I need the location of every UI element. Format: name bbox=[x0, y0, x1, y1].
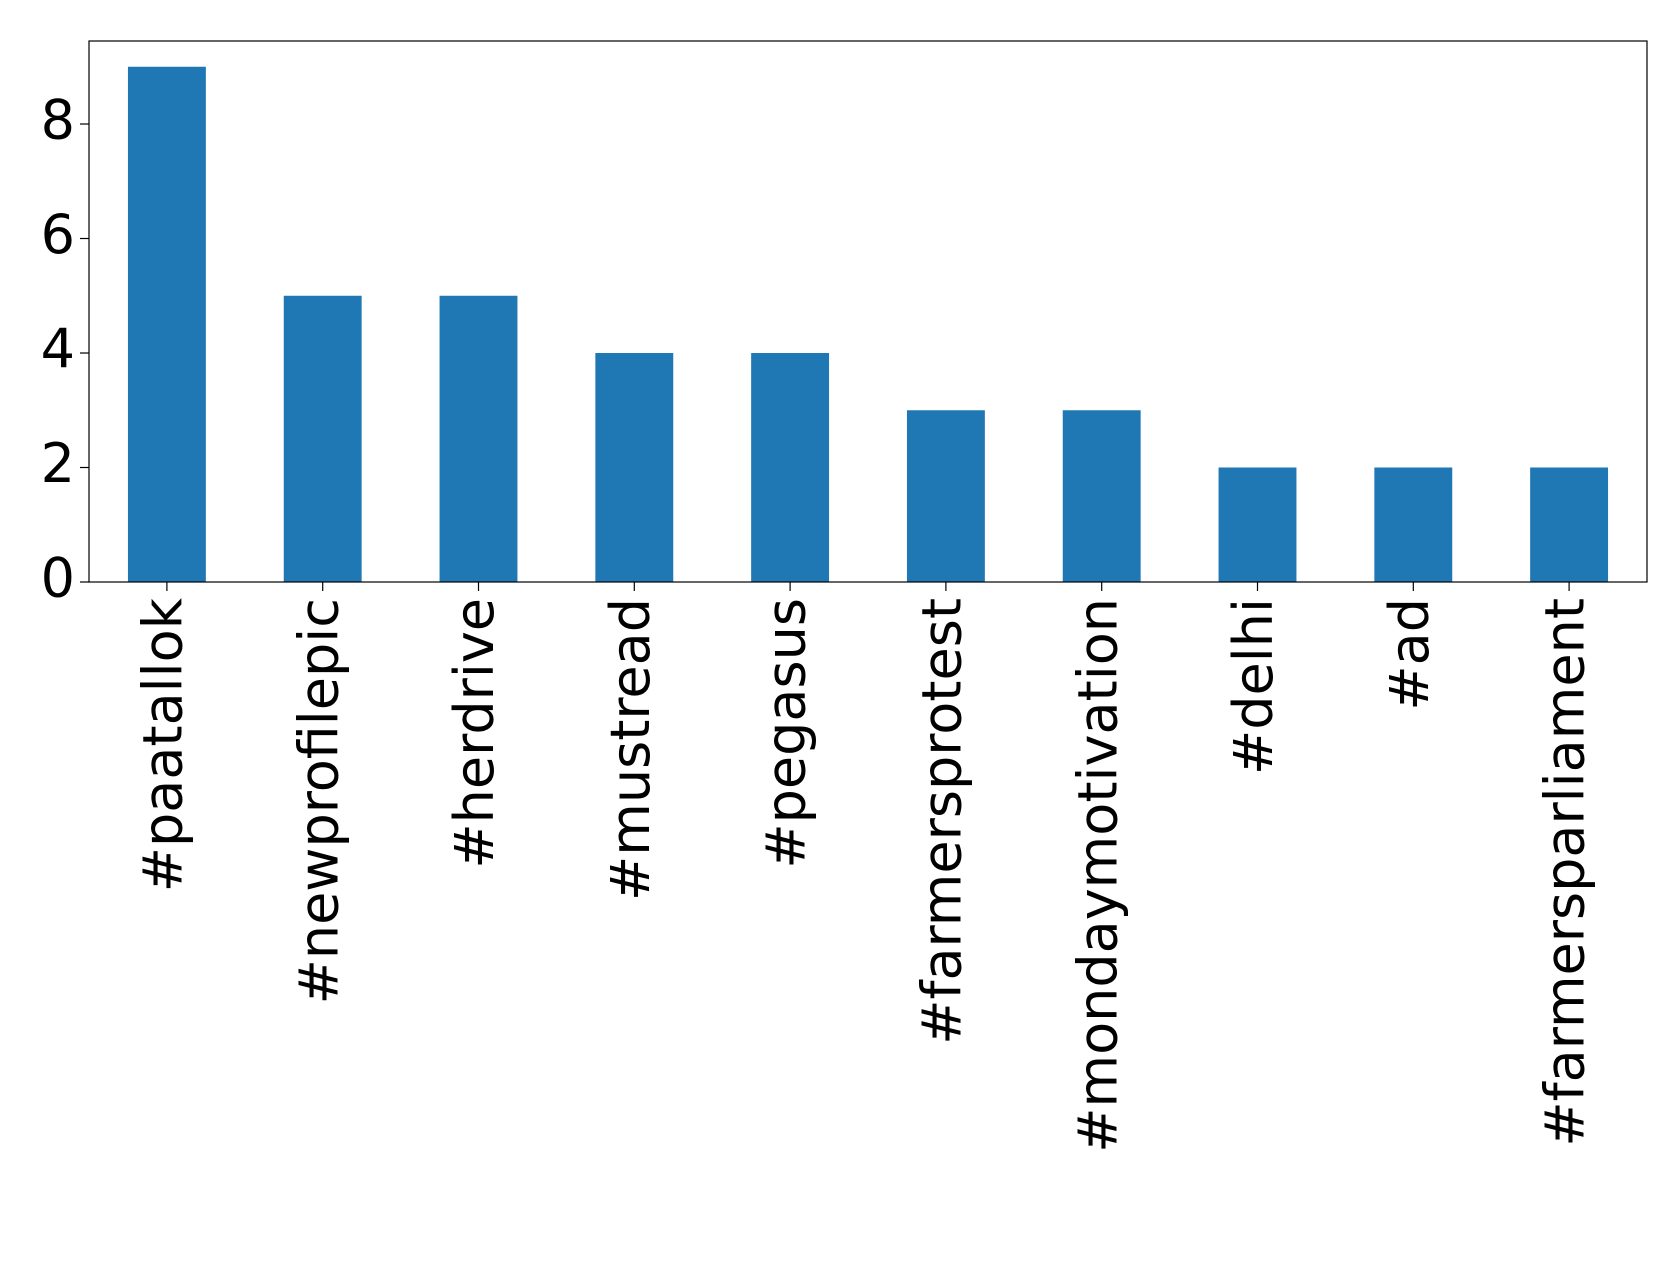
x-tick-label: #newprofilepic bbox=[287, 598, 350, 1004]
bar bbox=[751, 353, 830, 582]
y-tick-label: 8 bbox=[41, 89, 75, 152]
bar bbox=[439, 295, 518, 582]
x-tick-label: #farmersparliament bbox=[1534, 598, 1597, 1147]
bar bbox=[1218, 467, 1297, 582]
bar bbox=[283, 295, 362, 582]
x-tick-label: #farmersprotest bbox=[911, 598, 974, 1045]
bar bbox=[127, 66, 206, 582]
x-tick-label: #pegasus bbox=[755, 598, 818, 869]
y-tick-label: 6 bbox=[41, 203, 75, 266]
y-tick-label: 0 bbox=[41, 547, 75, 610]
x-tick-label: #mondaymotivation bbox=[1066, 598, 1129, 1153]
y-tick-label: 4 bbox=[41, 318, 75, 381]
bar bbox=[1530, 467, 1609, 582]
bar bbox=[1062, 410, 1141, 582]
x-tick-label: #mustread bbox=[599, 598, 662, 901]
bar bbox=[1374, 467, 1453, 582]
plot-frame bbox=[88, 40, 1648, 583]
x-tick-label: #ad bbox=[1378, 598, 1441, 711]
x-tick-label: #delhi bbox=[1222, 598, 1285, 775]
bar bbox=[595, 353, 674, 582]
x-tick-label: #herdrive bbox=[443, 598, 506, 869]
bar bbox=[906, 410, 985, 582]
y-tick-label: 2 bbox=[41, 432, 75, 495]
x-tick-label: #paatallok bbox=[132, 597, 195, 892]
